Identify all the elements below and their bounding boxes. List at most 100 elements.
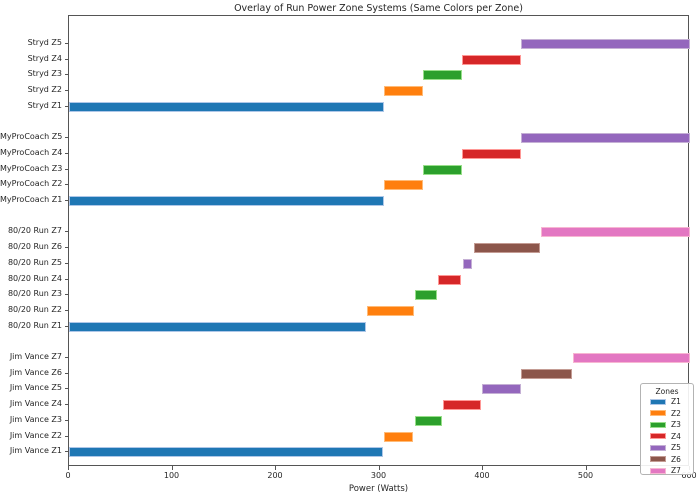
y-tick-label: Stryd Z4 [27, 53, 62, 63]
y-tick-label: Jim Vance Z1 [9, 446, 62, 456]
plot-area [68, 15, 690, 466]
y-tick-mark [65, 309, 68, 311]
y-tick-mark [65, 451, 68, 453]
x-tick-label: 500 [577, 471, 594, 480]
y-tick-mark [65, 419, 68, 421]
y-tick-mark [65, 200, 68, 201]
legend-entry-z2: Z2 [641, 408, 693, 420]
zone-bar-jim-vance-z6 [521, 368, 572, 379]
x-tick-label: 400 [474, 471, 490, 480]
zone-bar-jim-vance-z5 [481, 384, 522, 395]
chart-title: Overlay of Run Power Zone Systems (Same … [234, 3, 523, 14]
legend-entry-z4: Z4 [641, 431, 693, 443]
x-tick-label: 200 [267, 471, 283, 480]
legend-swatch-z1 [650, 398, 666, 405]
zone-bar-myprocoach-z4 [462, 148, 522, 159]
x-tick-label: 100 [163, 471, 180, 480]
y-tick-label: Stryd Z2 [27, 85, 62, 95]
x-tick-mark [275, 466, 276, 470]
zone-bar-stryd-z3 [422, 70, 463, 81]
y-tick-label: 80/20 Run Z2 [7, 304, 62, 314]
zone-bar-80-20-run-z4 [438, 274, 462, 285]
y-tick-mark [65, 388, 68, 390]
zone-bar-80-20-run-z7 [540, 227, 690, 238]
zone-bar-80-20-run-z2 [367, 305, 414, 316]
x-tick-label: 600 [681, 471, 697, 480]
y-tick-label: 80/20 Run Z4 [7, 273, 62, 283]
y-tick-label: Jim Vance Z3 [9, 414, 62, 424]
zone-bar-jim-vance-z3 [414, 415, 442, 426]
y-tick-label: Jim Vance Z4 [9, 399, 62, 409]
x-tick-mark [68, 466, 69, 470]
y-tick-label: MyProCoach Z3 [0, 163, 63, 173]
legend-label: Z4 [671, 431, 681, 441]
y-tick-mark [65, 404, 68, 406]
y-tick-label: 80/20 Run Z6 [7, 242, 62, 252]
legend-entry-z3: Z3 [641, 419, 693, 431]
legend-entries: Z1 Z2 Z3 Z4 Z5 Z6 Z7 [641, 396, 693, 477]
y-tick-label: 80/20 Run Z7 [7, 226, 62, 236]
zone-bar-myprocoach-z1 [69, 196, 384, 206]
y-tick-label: MyProCoach Z4 [0, 147, 63, 157]
x-tick-label: 0 [65, 471, 71, 480]
zone-bar-80-20-run-z6 [473, 243, 540, 254]
y-tick-label: MyProCoach Z2 [0, 179, 63, 189]
y-tick-mark [65, 372, 68, 374]
y-tick-label: 80/20 Run Z1 [7, 320, 62, 330]
zone-bar-myprocoach-z3 [422, 164, 463, 175]
legend-swatch-z2 [650, 410, 666, 417]
y-tick-mark [65, 325, 68, 327]
zone-bar-stryd-z5 [521, 39, 690, 49]
y-tick-mark [65, 435, 68, 437]
y-tick-label: Jim Vance Z6 [9, 367, 62, 377]
legend-label: Z1 [671, 397, 681, 407]
y-tick-mark [65, 294, 68, 296]
zone-bar-stryd-z4 [462, 54, 522, 65]
y-tick-mark [65, 74, 68, 76]
y-tick-mark [65, 58, 68, 60]
legend-swatch-z7 [650, 467, 666, 474]
y-tick-mark [65, 152, 68, 154]
y-tick-label: Stryd Z3 [27, 69, 62, 79]
y-tick-mark [65, 231, 68, 233]
zone-bar-jim-vance-z7 [573, 353, 690, 363]
y-tick-label: Stryd Z1 [27, 100, 62, 110]
y-tick-mark [65, 247, 68, 249]
y-tick-label: Jim Vance Z5 [9, 383, 62, 393]
y-tick-label: 80/20 Run Z5 [7, 257, 62, 267]
x-tick-mark [585, 466, 587, 470]
zone-bar-myprocoach-z5 [521, 133, 690, 144]
zone-bar-jim-vance-z1 [69, 447, 383, 458]
y-tick-mark [65, 262, 68, 264]
legend-entry-z7: Z7 [641, 465, 693, 477]
zone-bar-myprocoach-z2 [383, 180, 423, 191]
x-tick-label: 300 [370, 471, 387, 480]
zone-bar-80-20-run-z5 [463, 258, 472, 269]
y-tick-label: Jim Vance Z7 [9, 352, 62, 361]
legend: Zones Z1 Z2 Z3 Z4 Z5 Z6 Z7 [640, 383, 694, 475]
legend-label: Z6 [671, 454, 681, 464]
y-tick-label: MyProCoach Z5 [0, 132, 63, 142]
legend-entry-z1: Z1 [641, 396, 693, 408]
x-tick-mark [482, 466, 483, 470]
legend-entry-z5: Z5 [641, 442, 693, 454]
legend-entry-z6: Z6 [641, 454, 693, 466]
zone-bar-80-20-run-z1 [69, 321, 367, 332]
y-tick-label: 80/20 Run Z3 [7, 289, 62, 299]
zone-bar-jim-vance-z2 [383, 431, 413, 442]
zone-bar-80-20-run-z3 [414, 290, 438, 301]
y-tick-label: MyProCoach Z1 [0, 195, 63, 204]
y-tick-mark [65, 90, 68, 92]
zone-bar-jim-vance-z4 [442, 400, 481, 411]
y-tick-mark [65, 357, 68, 358]
y-tick-mark [65, 137, 68, 139]
zone-bar-stryd-z1 [69, 101, 384, 112]
y-tick-mark [65, 184, 68, 186]
x-axis-label: Power (Watts) [348, 484, 409, 494]
y-tick-mark [65, 105, 68, 107]
legend-label: Z3 [671, 420, 681, 430]
y-tick-mark [65, 43, 68, 44]
y-tick-label: Stryd Z5 [27, 38, 62, 47]
zone-bar-stryd-z2 [383, 86, 423, 97]
x-tick-mark [171, 466, 173, 470]
